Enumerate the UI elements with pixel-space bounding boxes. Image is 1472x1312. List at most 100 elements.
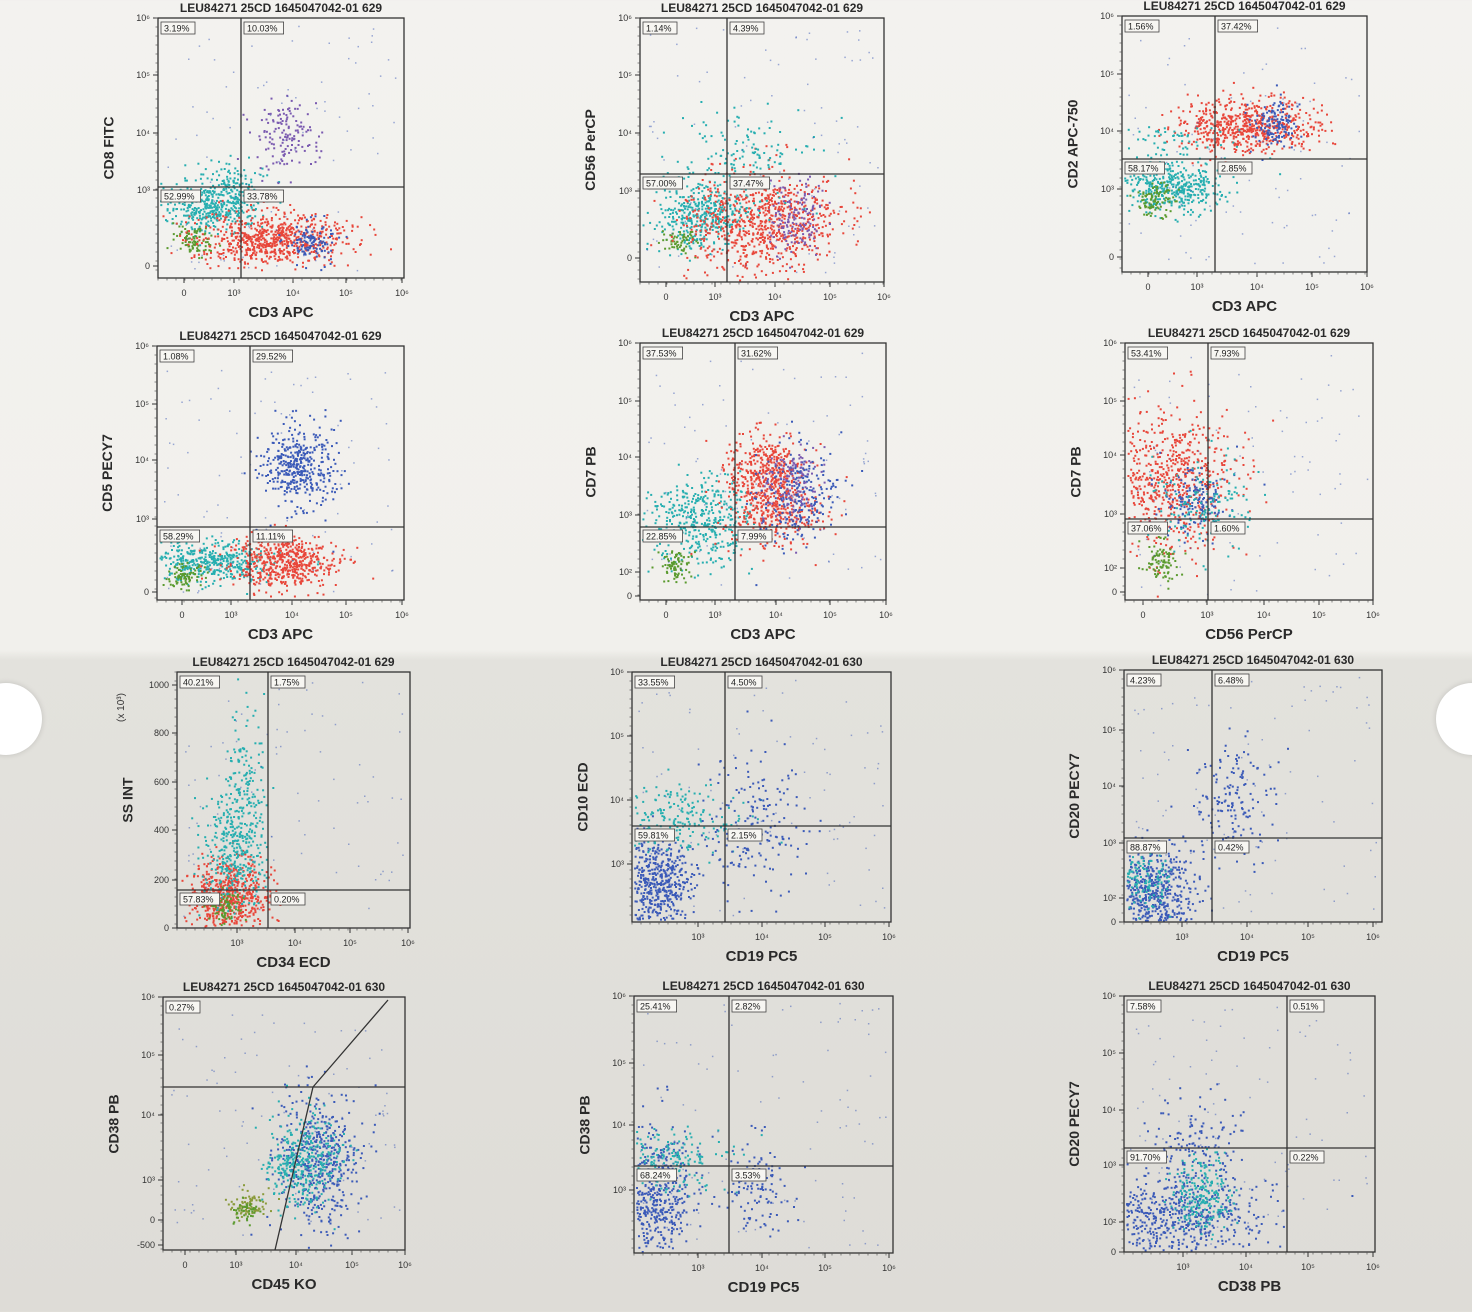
event-point (854, 192, 857, 195)
event-point (716, 111, 719, 114)
event-point (1161, 187, 1164, 190)
event-point (281, 223, 284, 226)
event-point (279, 251, 282, 254)
event-point (1194, 127, 1197, 130)
event-point (714, 226, 717, 229)
event-point (258, 245, 261, 247)
event-point (649, 34, 652, 36)
event-point (770, 234, 773, 237)
event-point (1159, 208, 1162, 211)
event-point (759, 222, 762, 225)
event-point (742, 264, 745, 267)
event-point (706, 274, 709, 277)
event-point (313, 251, 315, 253)
event-point (751, 225, 754, 228)
event-point (1163, 197, 1165, 200)
event-point (824, 190, 827, 192)
event-point (727, 238, 729, 241)
event-point (690, 221, 693, 224)
event-point (774, 200, 776, 203)
event-point (649, 221, 652, 224)
event-point (306, 231, 309, 234)
event-point (1268, 117, 1271, 120)
event-point (1144, 199, 1147, 202)
event-point (731, 210, 734, 213)
event-point (1145, 213, 1148, 216)
event-point (683, 247, 686, 250)
event-point (747, 220, 750, 222)
event-point (327, 236, 330, 239)
event-point (713, 194, 716, 197)
event-point (789, 184, 791, 186)
event-point (279, 113, 281, 116)
event-point (777, 256, 780, 258)
event-point (763, 214, 766, 217)
event-point (202, 238, 205, 241)
event-point (702, 203, 705, 206)
event-point (859, 30, 861, 32)
event-point (184, 177, 187, 180)
event-point (764, 206, 767, 209)
event-point (664, 247, 667, 250)
event-point (1279, 93, 1282, 96)
event-point (207, 237, 210, 240)
event-point (743, 163, 745, 166)
event-point (813, 195, 815, 198)
event-point (797, 109, 800, 112)
event-point (283, 240, 286, 243)
event-point (753, 213, 756, 216)
event-point (1185, 182, 1188, 185)
event-point (769, 236, 772, 238)
event-point (642, 224, 645, 227)
event-point (192, 106, 194, 108)
event-point (1253, 124, 1255, 127)
event-point (692, 210, 695, 213)
event-point (1197, 118, 1200, 121)
event-point (1249, 115, 1252, 118)
event-point (734, 126, 737, 128)
event-point (721, 201, 724, 204)
event-point (170, 188, 173, 191)
event-point (294, 242, 297, 245)
event-point (833, 256, 835, 258)
event-point (189, 249, 192, 252)
event-point (681, 203, 684, 206)
event-point (209, 181, 212, 183)
event-point (1253, 106, 1256, 109)
event-point (1209, 150, 1212, 153)
event-point (802, 236, 805, 239)
event-point (300, 240, 303, 243)
event-point (230, 249, 233, 251)
event-point (1155, 178, 1158, 181)
event-point (306, 113, 309, 116)
event-point (236, 197, 239, 199)
event-point (228, 267, 231, 270)
event-point (1206, 133, 1209, 136)
event-point (1266, 124, 1269, 127)
event-point (813, 245, 816, 248)
event-point (1232, 135, 1235, 138)
event-point (324, 243, 326, 246)
event-point (781, 256, 784, 259)
event-point (1172, 185, 1175, 188)
event-point (214, 202, 217, 205)
event-point (354, 251, 357, 253)
event-point (1196, 144, 1199, 147)
event-point (668, 223, 671, 226)
event-point (789, 258, 792, 261)
event-point (1174, 218, 1177, 221)
event-point (688, 259, 691, 262)
event-point (233, 217, 236, 220)
event-point (737, 219, 740, 222)
event-point (266, 229, 269, 232)
event-point (1239, 131, 1242, 134)
event-point (191, 241, 194, 244)
event-point (833, 211, 836, 214)
event-point (260, 119, 263, 122)
event-point (324, 221, 327, 224)
event-point (771, 214, 774, 217)
event-point (1244, 129, 1247, 132)
event-point (231, 220, 234, 223)
event-point (776, 218, 779, 221)
event-point (751, 209, 753, 212)
